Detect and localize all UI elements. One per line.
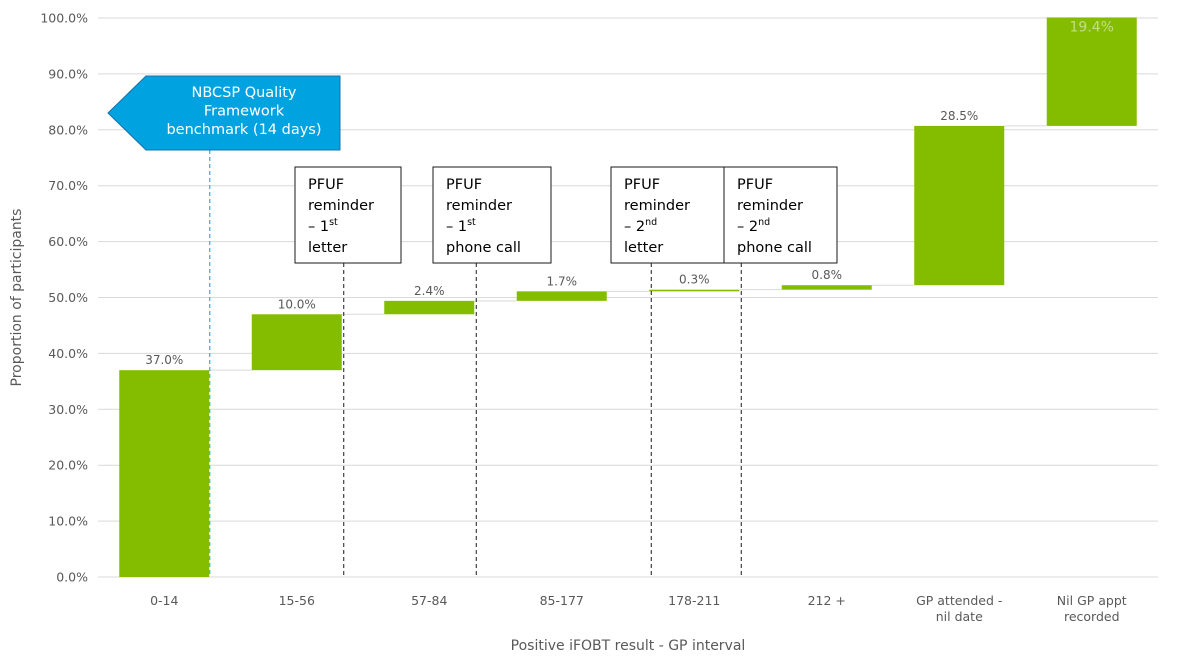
reminder-callout-text: phone call bbox=[446, 240, 521, 256]
gridlines bbox=[98, 17, 1158, 578]
reminder-callout-text: phone call bbox=[737, 240, 812, 256]
data-label: 2.4% bbox=[414, 284, 445, 298]
x-category-label: Nil GP appt bbox=[1057, 593, 1127, 608]
reminder-callout-text: PFUF bbox=[446, 177, 482, 193]
reminder-callout-text: PFUF bbox=[737, 177, 773, 193]
y-tick-label: 70.0% bbox=[48, 178, 88, 193]
y-tick-label: 50.0% bbox=[48, 290, 88, 305]
bar bbox=[1046, 17, 1137, 126]
x-axis-categories: 0-14 15-56 57-84 85-177 178-211 212 + GP atten… bbox=[150, 593, 1127, 624]
y-tick-label: 0.0% bbox=[56, 570, 88, 585]
reminder-callout-text: PFUF bbox=[624, 177, 660, 193]
bar bbox=[649, 289, 740, 292]
reminder-callout-box bbox=[432, 166, 552, 264]
bar bbox=[384, 300, 475, 315]
data-label: 28.5% bbox=[940, 109, 978, 123]
x-category-label: 212 + bbox=[808, 593, 846, 608]
x-category-label: 85-177 bbox=[540, 593, 584, 608]
reminder-callout-text: reminder bbox=[624, 198, 690, 214]
x-axis-title: Positive iFOBT result - GP interval bbox=[511, 638, 746, 654]
y-tick-label: 30.0% bbox=[48, 402, 88, 417]
reminder-callout-text: – 2nd bbox=[737, 217, 770, 235]
bar bbox=[251, 314, 342, 371]
reminder-callout-box bbox=[610, 166, 725, 264]
benchmark-text: Framework bbox=[204, 104, 285, 120]
reminder-callouts: PFUF reminder – 1st letter PFUF reminder – 1st… bbox=[294, 166, 838, 264]
reminder-callout-text: – 1st bbox=[446, 217, 476, 235]
reminder-callout-text: reminder bbox=[737, 198, 803, 214]
y-tick-label: 60.0% bbox=[48, 234, 88, 249]
x-category-label: 15-56 bbox=[279, 593, 315, 608]
x-category-label: recorded bbox=[1064, 609, 1120, 624]
x-category-label: nil date bbox=[936, 609, 983, 624]
reminder-callout-text: letter bbox=[624, 240, 663, 256]
data-label: 1.7% bbox=[547, 274, 578, 288]
bars bbox=[119, 17, 1137, 577]
y-axis-ticks: 0.0% 10.0% 20.0% 30.0% 40.0% 50.0% 60.0% 70.0% 8… bbox=[40, 11, 88, 585]
y-tick-label: 100.0% bbox=[40, 11, 88, 26]
benchmark-text: benchmark (14 days) bbox=[166, 122, 321, 138]
x-category-label: GP attended - bbox=[916, 593, 1002, 608]
reminder-callout-text: – 2nd bbox=[624, 217, 657, 235]
benchmark-text: NBCSP Quality bbox=[191, 85, 296, 101]
benchmark-arrow-shape bbox=[107, 75, 341, 151]
y-tick-label: 20.0% bbox=[48, 458, 88, 473]
y-tick-label: 10.0% bbox=[48, 514, 88, 529]
reminder-callout-text: PFUF bbox=[308, 177, 344, 193]
y-axis-title: Proportion of participants bbox=[9, 209, 25, 387]
reminder-callout-text: letter bbox=[308, 240, 347, 256]
y-tick-label: 90.0% bbox=[48, 66, 88, 81]
bar bbox=[119, 370, 210, 577]
bar bbox=[516, 291, 607, 301]
x-category-label: 178-211 bbox=[668, 593, 720, 608]
data-labels: 37.0% 10.0% 2.4% 1.7% 0.3% 0.8% 28.5% 19.4% bbox=[145, 19, 1114, 367]
data-label: 19.4% bbox=[1070, 19, 1114, 35]
y-tick-label: 80.0% bbox=[48, 122, 88, 137]
data-label: 0.8% bbox=[812, 268, 843, 282]
y-tick-label: 40.0% bbox=[48, 346, 88, 361]
data-label: 10.0% bbox=[278, 297, 316, 311]
bar bbox=[781, 285, 872, 290]
bar bbox=[914, 125, 1005, 286]
reminder-lines bbox=[343, 263, 742, 577]
reminder-callout-text: reminder bbox=[446, 198, 512, 214]
benchmark-callout: NBCSP Quality Framework benchmark (14 days… bbox=[107, 75, 341, 577]
reminder-callout-box bbox=[723, 166, 838, 264]
data-label: 0.3% bbox=[679, 273, 710, 287]
x-category-label: 57-84 bbox=[411, 593, 447, 608]
reminder-callout-text: reminder bbox=[308, 198, 374, 214]
x-category-label: 0-14 bbox=[150, 593, 178, 608]
data-label: 37.0% bbox=[145, 353, 183, 367]
reminder-callout-text: – 1st bbox=[308, 217, 338, 235]
bar-connectors bbox=[209, 125, 1047, 371]
reminder-callout-box bbox=[294, 166, 402, 264]
